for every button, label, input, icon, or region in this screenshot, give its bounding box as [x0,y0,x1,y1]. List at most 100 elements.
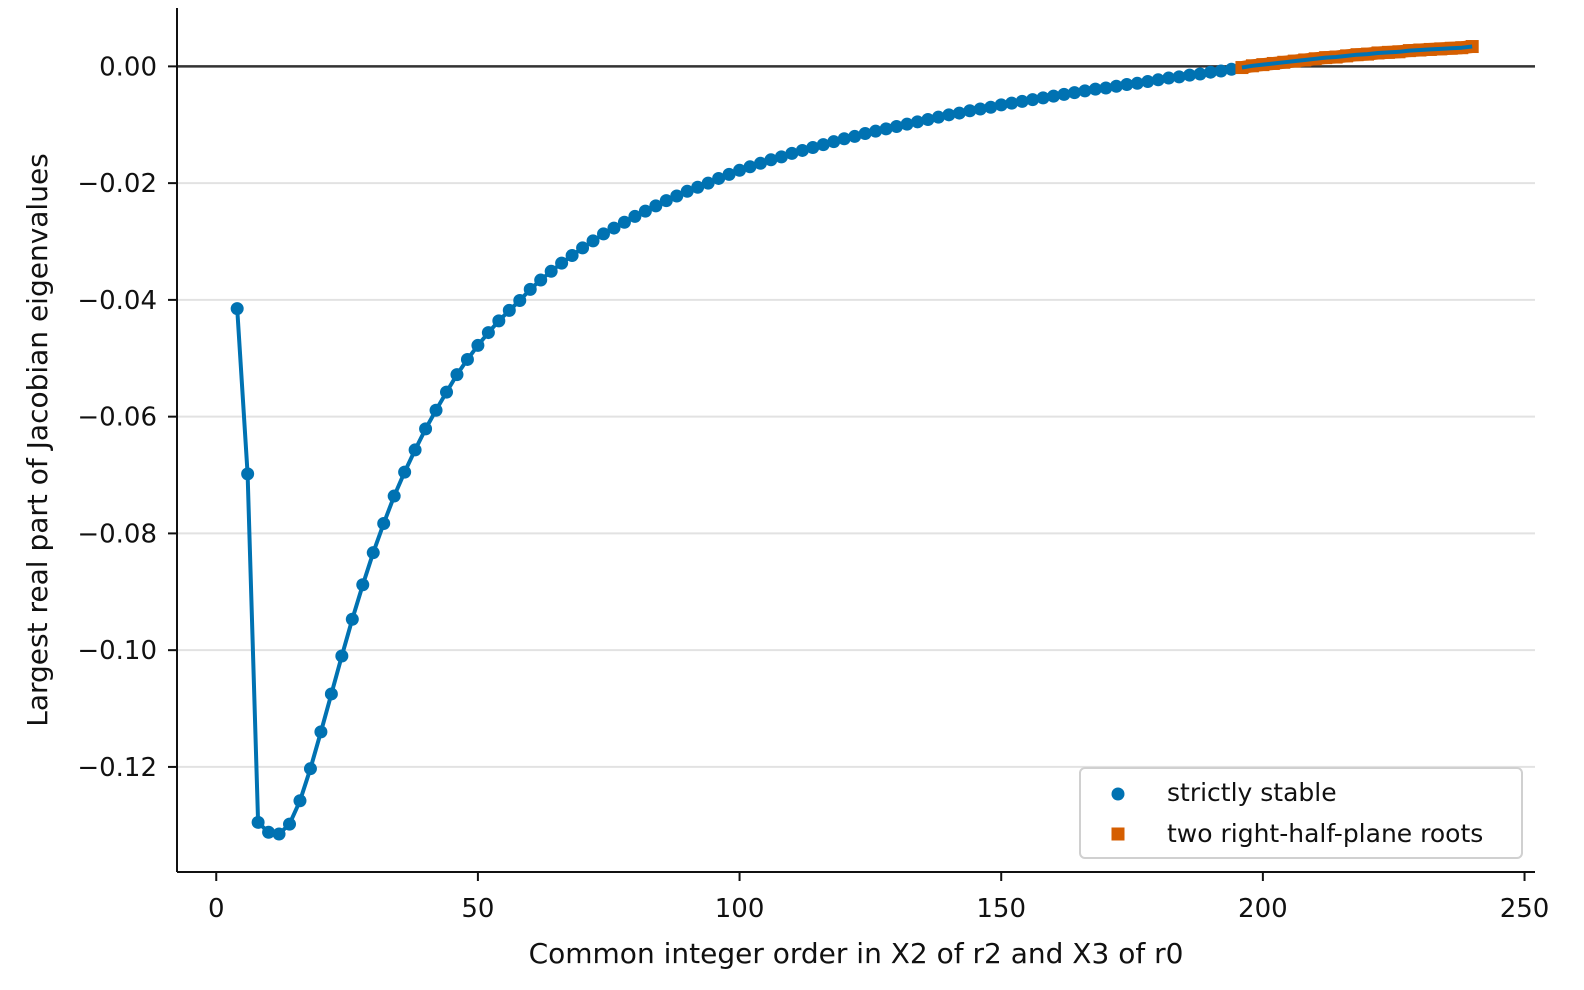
data-point-circle [680,184,694,198]
data-point-circle [617,215,631,229]
data-point-circle [241,467,255,481]
data-point-circle [1204,65,1218,79]
legend-label-two-right-half-plane-roots: two right-half-plane roots [1167,819,1483,848]
data-point-circle [1214,64,1228,78]
data-point-circle [942,108,956,122]
x-tick-label: 100 [715,894,765,924]
data-point-circle [419,422,433,436]
data-point-circle [900,117,914,131]
data-point-circle [837,132,851,146]
data-point-circle [1162,71,1176,85]
data-point-circle [502,303,516,317]
data-point-circle [628,209,642,223]
data-point-circle [858,127,872,141]
data-point-circle [408,443,422,457]
y-tick-label: −0.10 [77,636,157,666]
legend: strictly stable two right-half-plane roo… [1079,767,1523,859]
data-point-circle [492,314,506,328]
data-point-circle [1078,84,1092,98]
series-markers [230,40,1479,841]
data-point-circle [659,194,673,208]
data-point-circle [1151,73,1165,87]
data-point-circle [764,153,778,167]
data-point-circle [1130,76,1144,90]
data-point-circle [1057,87,1071,101]
data-point-circle [1047,89,1061,103]
data-point-circle [450,368,464,382]
data-point-circle [848,129,862,143]
x-tick-label: 50 [461,894,494,924]
x-axis-label: Common integer order in X2 of r2 and X3 … [529,937,1184,970]
data-point-circle [1183,68,1197,82]
legend-label-strictly-stable: strictly stable [1167,778,1337,807]
data-point-circle [743,160,757,174]
y-tick-label: −0.12 [77,753,157,783]
data-point-circle [230,302,244,316]
data-point-circle [973,102,987,116]
data-point-circle [293,794,307,808]
data-point-circle [251,815,265,829]
data-point-circle [984,100,998,114]
data-point-circle [345,612,359,626]
data-point-circle [691,180,705,194]
data-point-circle [544,264,558,278]
data-point-circle [1015,94,1029,108]
data-point-circle [931,110,945,124]
data-point-circle [879,122,893,136]
data-point-circle [816,138,830,152]
data-point-circle [555,256,569,270]
data-point-circle [963,104,977,118]
data-point-circle [1036,91,1050,105]
x-tick-label: 150 [976,894,1026,924]
data-point-circle [1067,86,1081,100]
data-point-circle [701,176,715,190]
data-point-circle [827,135,841,149]
axes [176,8,1535,873]
data-point-circle [387,489,401,503]
data-point-circle [712,171,726,185]
data-point-circle [440,385,454,399]
y-tick-label: −0.02 [77,169,157,199]
data-point-circle [314,725,328,739]
data-point-circle [1172,70,1186,84]
data-point-circle [262,825,276,839]
x-tick-label: 200 [1238,894,1288,924]
data-point-circle [272,827,286,841]
data-point-circle [649,199,663,213]
legend-box [1079,767,1523,859]
data-point-circle [1026,93,1040,107]
data-point-circle [607,221,621,235]
data-point-circle [565,249,579,263]
data-point-circle [1193,67,1207,81]
data-point-circle [910,115,924,129]
data-point-circle [785,146,799,160]
data-point-circle [1099,81,1113,95]
y-tick-label: 0.00 [99,52,157,82]
data-point-circle [335,649,349,663]
data-point-circle [869,124,883,138]
data-point-circle [1120,77,1134,91]
y-tick-label: −0.04 [77,286,157,316]
y-axis-label: Largest real part of Jacobian eigenvalue… [21,153,54,727]
data-point-circle [303,762,317,776]
data-point-circle [460,352,474,366]
y-ticks: 0.00 −0.02 −0.04 −0.06 −0.08 −0.10 −0.12 [77,52,177,783]
data-point-circle [722,167,736,181]
series-line-overlay [1241,44,1473,70]
data-point-circle [1141,75,1155,89]
data-point-circle [994,98,1008,112]
data-point-circle [733,163,747,177]
legend-marker-strictly-stable [1111,787,1125,801]
data-point-circle [670,189,684,203]
data-point-circle [283,817,297,831]
grid-lines [177,182,1535,768]
data-point-circle [523,282,537,296]
data-point-circle [921,113,935,127]
data-point-circle [753,156,767,170]
data-point-circle [597,227,611,241]
y-tick-label: −0.08 [77,519,157,549]
x-tick-label: 250 [1500,894,1550,924]
data-point-circle [481,326,495,340]
data-point-circle [429,403,443,417]
data-point-circle [377,516,391,530]
